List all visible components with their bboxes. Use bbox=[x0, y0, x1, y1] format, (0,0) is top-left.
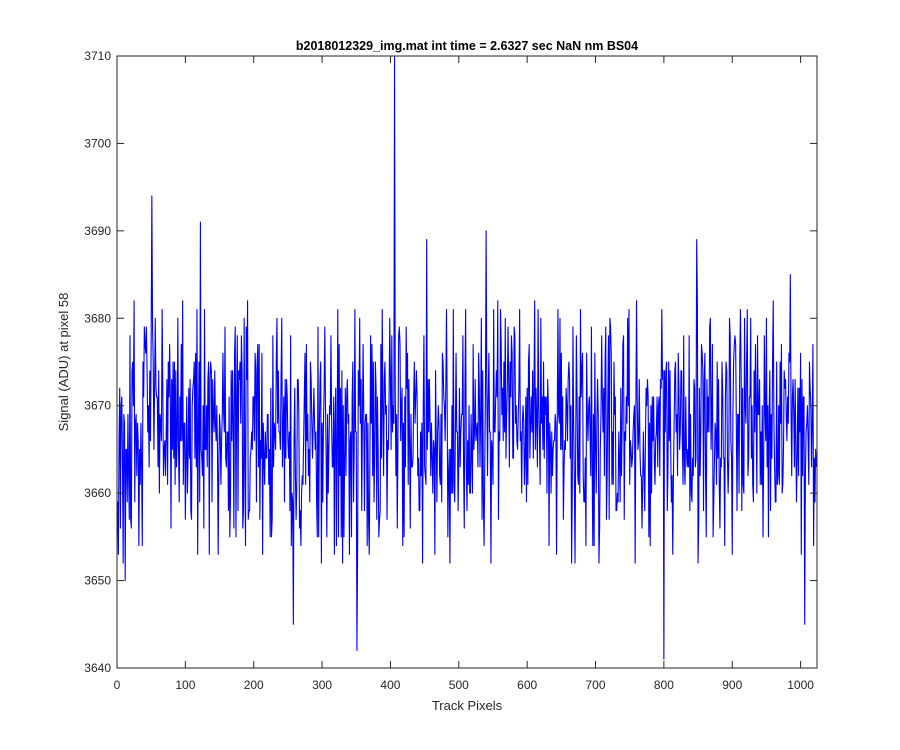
chart-title: b2018012329_img.mat int time = 2.6327 se… bbox=[296, 39, 638, 53]
y-tick-label: 3660 bbox=[84, 486, 111, 500]
x-tick-label: 800 bbox=[654, 678, 674, 692]
x-tick-label: 100 bbox=[175, 678, 195, 692]
y-tick-label: 3690 bbox=[84, 224, 111, 238]
series-line bbox=[117, 56, 817, 660]
x-tick-label: 1000 bbox=[787, 678, 814, 692]
axes-box bbox=[116, 55, 818, 669]
x-axis-label: Track Pixels bbox=[432, 698, 503, 713]
x-tick-label: 600 bbox=[517, 678, 537, 692]
x-axis: 0 100 200 300 400 500 600 700 800 900 1000 bbox=[114, 56, 814, 692]
y-tick-label: 3700 bbox=[84, 136, 111, 150]
x-tick-label: 900 bbox=[722, 678, 742, 692]
y-tick-label: 3640 bbox=[84, 661, 111, 675]
y-axis-label: Signal (ADU) at pixel 58 bbox=[56, 293, 71, 432]
y-tick-label: 3680 bbox=[84, 311, 111, 325]
x-tick-label: 200 bbox=[244, 678, 264, 692]
y-axis: 3640 3650 3660 3670 3680 3690 3700 3710 bbox=[84, 49, 817, 675]
y-tick-label: 3650 bbox=[84, 574, 111, 588]
x-tick-label: 0 bbox=[114, 678, 121, 692]
axes-background bbox=[117, 56, 817, 668]
x-tick-label: 700 bbox=[586, 678, 606, 692]
x-tick-label: 400 bbox=[380, 678, 400, 692]
x-tick-label: 300 bbox=[312, 678, 332, 692]
y-tick-label: 3670 bbox=[84, 399, 111, 413]
y-tick-label: 3710 bbox=[84, 49, 111, 63]
x-tick-label: 500 bbox=[449, 678, 469, 692]
